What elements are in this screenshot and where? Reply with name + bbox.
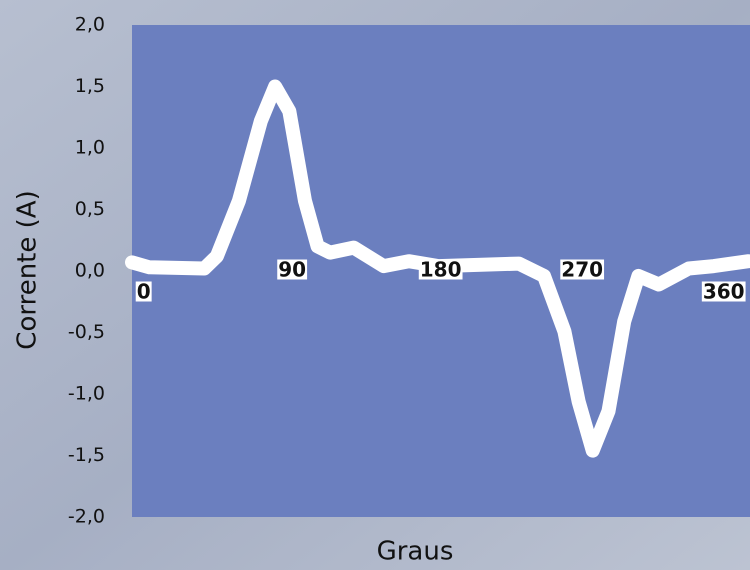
x-tick-label-bg — [135, 281, 152, 302]
y-axis-label: Corrente (A) — [13, 190, 43, 349]
x-tick-label-bg — [701, 281, 746, 302]
x-axis-label: Graus — [377, 537, 454, 567]
y-tick-label: -0,5 — [68, 321, 105, 343]
y-tick-label: 0,5 — [75, 198, 105, 220]
x-tick-label-bg — [277, 259, 308, 280]
x-tick-label: 0 — [137, 280, 151, 304]
y-tick-label: 1,5 — [75, 75, 105, 97]
x-tick-label-bg — [418, 259, 463, 280]
data-line — [125, 79, 750, 458]
y-tick-label: 2,0 — [75, 14, 105, 36]
y-tick-label: 0,0 — [75, 260, 105, 282]
y-tick-label: -1,0 — [68, 383, 105, 405]
y-tick-label: -2,0 — [68, 506, 105, 528]
y-tick-label: -1,5 — [68, 444, 105, 466]
x-tick-label: 360 — [703, 280, 745, 304]
x-tick-label: 270 — [561, 258, 603, 282]
y-tick-label: 1,0 — [75, 137, 105, 159]
x-tick-label: 90 — [278, 258, 306, 282]
x-tick-label: 180 — [420, 258, 462, 282]
x-tick-label-bg — [560, 259, 605, 280]
